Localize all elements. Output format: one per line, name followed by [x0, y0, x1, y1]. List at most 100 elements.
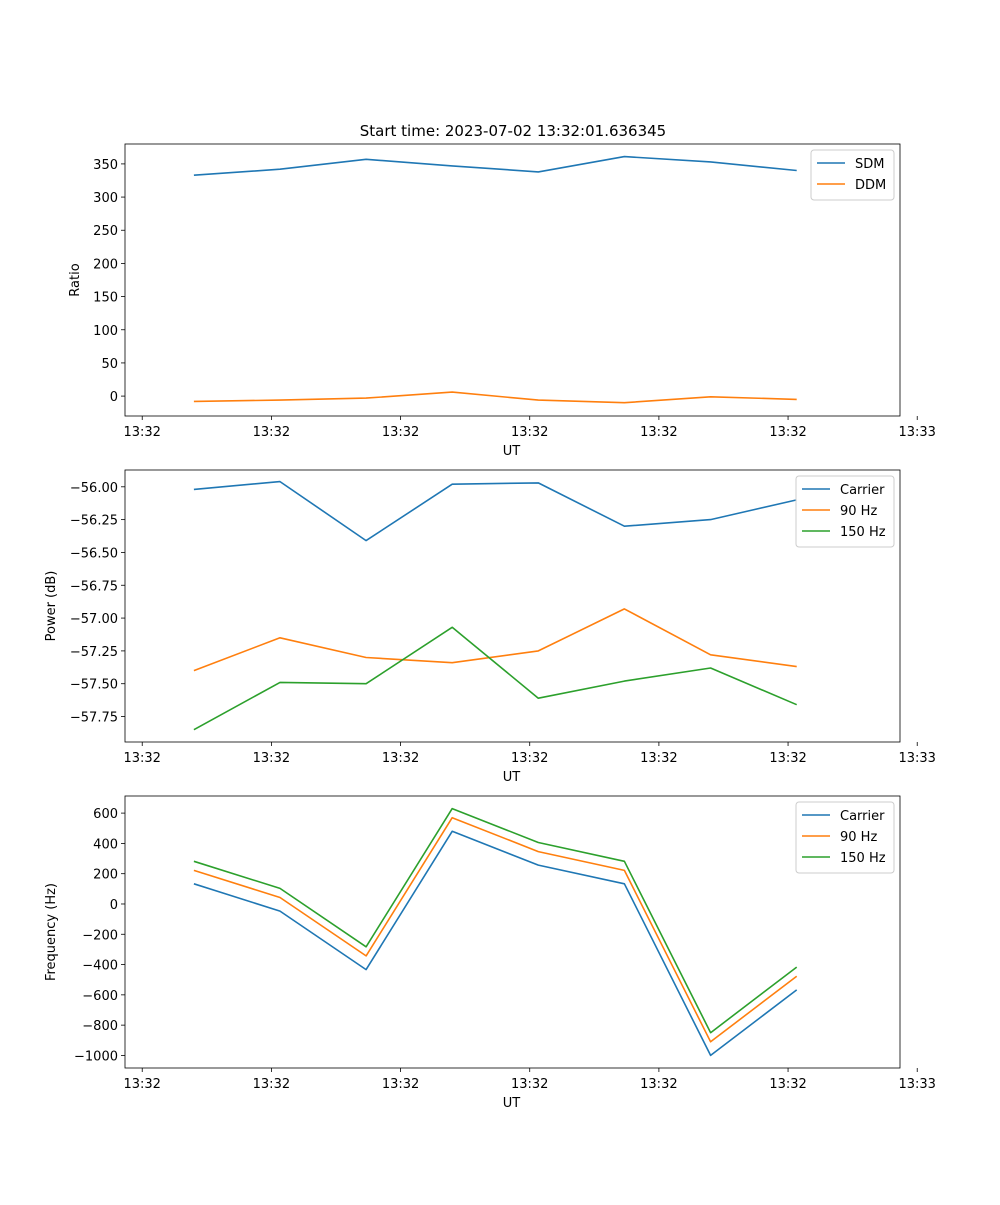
chart3-y-tick-label: 600: [93, 807, 118, 822]
chart3-y-tick-label: −600: [82, 989, 118, 1004]
chart2-data-point-carrier: [451, 483, 453, 485]
chart1-data-point-ddm: [623, 402, 625, 404]
chart2-data-point-carrier: [193, 488, 195, 490]
chart3-data-point-150-hz: [451, 807, 453, 809]
chart3-data-point-90-hz: [279, 896, 281, 898]
chart1-series-line-sdm: [193, 155, 797, 176]
chart1-y-tick-label: 250: [93, 224, 118, 239]
chart1-data-point-sdm: [451, 165, 453, 167]
chart2-x-tick-label: 13:32: [640, 751, 677, 766]
chart1-data-point-sdm: [623, 155, 625, 157]
chart1-x-tick-label: 13:32: [382, 425, 419, 440]
chart3-x-tick-label: 13:32: [640, 1077, 677, 1092]
chart2-data-point-carrier: [365, 539, 367, 541]
chart3-y-tick-label: 200: [93, 868, 118, 883]
chart2-data-point-carrier: [279, 480, 281, 482]
chart3-data-point-150-hz: [365, 946, 367, 948]
chart1-x-tick-label: 13:32: [769, 425, 806, 440]
chart1-data-point-sdm: [795, 169, 797, 171]
chart1-data-point-sdm: [193, 174, 195, 176]
chart2-y-tick-label: −56.25: [70, 514, 118, 529]
chart1-y-tick-label: 50: [101, 357, 118, 372]
chart2-y-tick-label: −56.75: [70, 579, 118, 594]
chart1-y-tick-label: 300: [93, 191, 118, 206]
chart2-x-tick-label: 13:32: [253, 751, 290, 766]
chart1-x-tick-label: 13:32: [253, 425, 290, 440]
chart3-data-point-carrier: [795, 989, 797, 991]
chart1-data-point-ddm: [709, 396, 711, 398]
chart3-data-point-150-hz: [279, 887, 281, 889]
chart2-data-point-90-hz: [623, 608, 625, 610]
chart2-y-tick-label: −57.75: [70, 711, 118, 726]
chart1-legend-label-sdm: SDM: [855, 157, 884, 172]
chart1-y-tick-label: 350: [93, 158, 118, 173]
chart3-data-point-90-hz: [193, 869, 195, 871]
chart3-y-tick-label: −200: [82, 928, 118, 943]
chart2-data-point-90-hz: [709, 654, 711, 656]
chart3-data-point-150-hz: [709, 1032, 711, 1034]
chart2-series-line-90-hz: [193, 608, 797, 672]
chart3-data-point-150-hz: [623, 860, 625, 862]
chart2-data-point-150-hz: [365, 683, 367, 685]
chart2-legend-label-90-hz: 90 Hz: [840, 504, 877, 519]
chart2-y-tick-label: −56.00: [70, 481, 118, 496]
chart2-series-line-150-hz: [193, 626, 798, 731]
chart3-y-axis-label: Frequency (Hz): [44, 883, 59, 981]
chart2-x-axis-label: UT: [503, 770, 521, 785]
chart1-legend: SDM DDM: [810, 149, 895, 201]
chart2-data-point-carrier: [623, 525, 625, 527]
chart3-data-point-carrier: [193, 883, 195, 885]
chart2-x-tick-label: 13:32: [511, 751, 548, 766]
chart1-y-axis-label: Ratio: [68, 263, 83, 296]
chart3-x-tick-label: 13:32: [382, 1077, 419, 1092]
chart3-data-point-90-hz: [451, 816, 453, 818]
chart3-series-line-150-hz: [193, 807, 798, 1034]
chart3-x-axis-label: UT: [503, 1096, 521, 1111]
chart2-y-tick-label: −57.50: [70, 678, 118, 693]
chart2-data-point-150-hz: [623, 680, 625, 682]
chart3-legend-label-carrier: Carrier: [840, 809, 885, 824]
chart2-legend-label-150-hz: 150 Hz: [840, 525, 886, 540]
chart3-data-point-carrier: [279, 910, 281, 912]
chart1-x-tick-label: 13:32: [640, 425, 677, 440]
chart3-x-tick-label: 13:32: [511, 1077, 548, 1092]
chart2-x-tick-label: 13:32: [769, 751, 806, 766]
chart1-x-axis-label: UT: [503, 444, 521, 459]
chart3-data-point-carrier: [623, 883, 625, 885]
chart3-y-tick-label: −1000: [74, 1049, 118, 1064]
chart2-x-tick-label: 13:32: [123, 751, 160, 766]
chart2-data-point-90-hz: [193, 669, 195, 671]
chart1-data-point-sdm: [537, 171, 539, 173]
chart1-x-tick-label: 13:32: [123, 425, 160, 440]
chart1-x-tick-label: 13:33: [898, 425, 935, 440]
chart2-series-line-carrier: [193, 480, 797, 542]
chart3-data-point-90-hz: [365, 955, 367, 957]
chart2-data-point-150-hz: [537, 697, 539, 699]
chart2-data-point-carrier: [537, 482, 539, 484]
chart3-data-point-90-hz: [709, 1041, 711, 1043]
chart3-y-tick-label: −400: [82, 959, 118, 974]
chart1-data-point-ddm: [365, 397, 367, 399]
chart3-group: 13:32 13:32 13:32 13:32 13:32 13:32 13:33 −1000…: [44, 795, 936, 1111]
chart2-data-point-carrier: [709, 518, 711, 520]
chart1-x-tick-label: 13:32: [511, 425, 548, 440]
chart3-data-point-150-hz: [537, 841, 539, 843]
chart3-x-tick-label: 13:33: [898, 1077, 935, 1092]
chart3-legend-label-150-hz: 150 Hz: [840, 851, 886, 866]
chart3-y-tick-label: 400: [93, 837, 118, 852]
chart2-group: 13:32 13:32 13:32 13:32 13:32 13:32 13:33 −57.7…: [44, 469, 936, 785]
figure-title: Start time: 2023-07-02 13:32:01.636345: [360, 122, 666, 140]
chart3-x-tick-label: 13:32: [253, 1077, 290, 1092]
chart2-data-point-90-hz: [279, 637, 281, 639]
chart2-legend: Carrier 90 Hz 150 Hz: [795, 475, 895, 548]
chart2-y-tick-label: −57.00: [70, 612, 118, 627]
chart1-group: 13:32 13:32 13:32 13:32 13:32 13:32 13:33 0 50 10…: [68, 143, 936, 459]
chart3-legend-box: [795, 801, 895, 874]
chart1-data-point-ddm: [279, 399, 281, 401]
chart1-y-tick-label: 100: [93, 324, 118, 339]
chart3-y-tick-label: −800: [82, 1019, 118, 1034]
chart3-series-line-90-hz: [193, 816, 798, 1043]
chart1-data-point-ddm: [193, 400, 195, 402]
